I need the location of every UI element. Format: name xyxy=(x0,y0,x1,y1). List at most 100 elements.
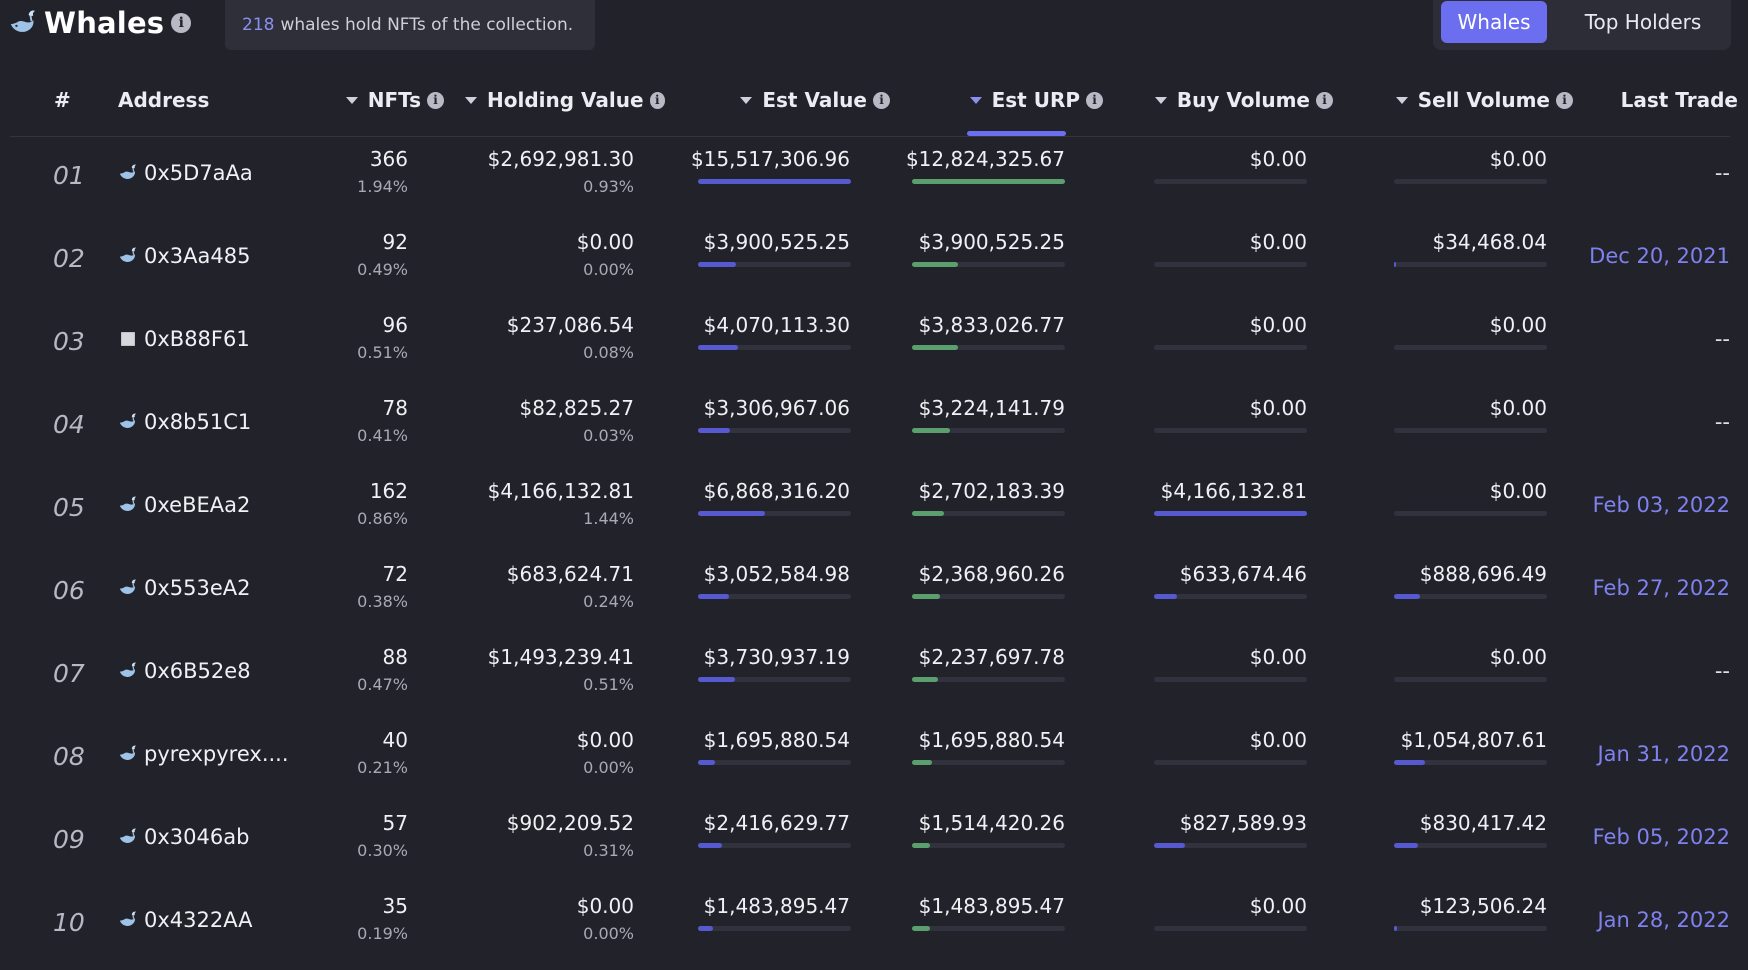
sell-volume-bar xyxy=(1394,677,1547,682)
row-rank: 01 xyxy=(53,161,85,190)
row-nfts: 96 0.51% xyxy=(280,313,408,362)
row-address[interactable]: 0x3046ab xyxy=(118,825,249,849)
row-sell-volume: $1,054,807.61 xyxy=(1400,728,1547,752)
table-row[interactable]: 02 0x3Aa485 92 0.49% $0.00 0.00% $3,900,… xyxy=(0,220,1748,303)
top-bar: Whales i 218 whales hold NFTs of the col… xyxy=(0,0,1748,50)
row-holding-value: $4,166,132.81 xyxy=(487,479,634,503)
column-est-value[interactable]: Est Value i xyxy=(730,74,890,126)
est-value-bar-fill xyxy=(698,262,737,267)
est-urp-bar-fill xyxy=(912,843,931,848)
sort-caret-icon xyxy=(345,96,358,104)
row-last-trade: -- xyxy=(1714,410,1730,434)
table-row[interactable]: 05 0xeBEAa2 162 0.86% $4,166,132.81 1.44… xyxy=(0,469,1748,552)
row-address[interactable]: 0xB88F61 xyxy=(118,327,250,351)
row-nfts-count: 57 xyxy=(382,811,408,835)
row-nfts-pct: 1.94% xyxy=(357,177,408,196)
info-icon[interactable]: i xyxy=(1316,91,1333,109)
sell-volume-bar xyxy=(1394,262,1547,267)
row-rank: 02 xyxy=(53,244,85,273)
title-info-icon[interactable]: i xyxy=(171,13,192,33)
table-row[interactable]: 08 pyrexpyrex.... 40 0.21% $0.00 0.00% $… xyxy=(0,718,1748,801)
est-urp-bar xyxy=(912,179,1065,184)
row-address[interactable]: 0x3Aa485 xyxy=(118,244,250,268)
row-address[interactable]: 0x553eA2 xyxy=(118,576,251,600)
est-value-bar-fill xyxy=(698,511,766,516)
table-row[interactable]: 03 0xB88F61 96 0.51% $237,086.54 0.08% $… xyxy=(0,303,1748,386)
page-title-group: Whales i xyxy=(8,2,192,44)
row-last-trade: Dec 20, 2021 xyxy=(1589,244,1730,268)
column-est-urp[interactable]: Est URP i xyxy=(958,74,1103,126)
buy-volume-bar xyxy=(1154,345,1307,350)
row-est-urp: $1,695,880.54 xyxy=(918,728,1065,752)
column-nfts[interactable]: NFTs i xyxy=(328,74,444,126)
row-address[interactable]: 0x5D7aAa xyxy=(118,161,253,185)
est-urp-bar xyxy=(912,345,1065,350)
table-row[interactable]: 07 0x6B52e8 88 0.47% $1,493,239.41 0.51%… xyxy=(0,635,1748,718)
column-buy-volume[interactable]: Buy Volume i xyxy=(1150,74,1333,126)
row-nfts: 40 0.21% xyxy=(280,728,408,777)
row-holding-value: $82,825.27 xyxy=(519,396,634,420)
whale-icon xyxy=(119,413,137,428)
sell-volume-bar xyxy=(1394,511,1547,516)
row-last-trade: Feb 27, 2022 xyxy=(1592,576,1730,600)
tab-top-holders[interactable]: Top Holders xyxy=(1584,10,1702,34)
row-nfts-pct: 0.49% xyxy=(357,260,408,279)
row-buy-volume: $0.00 xyxy=(1249,894,1307,918)
row-address-text: 0x8b51C1 xyxy=(144,410,252,434)
info-icon[interactable]: i xyxy=(427,91,444,109)
row-address[interactable]: 0x8b51C1 xyxy=(118,410,251,434)
row-buy-volume: $0.00 xyxy=(1249,645,1307,669)
table-row[interactable]: 01 0x5D7aAa 366 1.94% $2,692,981.30 0.93… xyxy=(0,137,1748,220)
row-holding: $4,166,132.81 1.44% xyxy=(440,479,634,528)
row-holding: $82,825.27 0.03% xyxy=(440,396,634,445)
tab-whales[interactable]: Whales xyxy=(1441,1,1547,43)
buy-volume-bar-fill xyxy=(1154,511,1307,516)
column-sell-volume[interactable]: Sell Volume i xyxy=(1390,74,1573,126)
row-nfts-pct: 0.51% xyxy=(357,343,408,362)
info-icon[interactable]: i xyxy=(873,91,890,109)
est-urp-bar-fill xyxy=(912,677,938,682)
row-holding-pct: 0.00% xyxy=(583,924,634,943)
row-nfts-count: 40 xyxy=(382,728,408,752)
row-sell-volume: $123,506.24 xyxy=(1419,894,1547,918)
table-row[interactable]: 09 0x3046ab 57 0.30% $902,209.52 0.31% $… xyxy=(0,801,1748,884)
row-address[interactable]: pyrexpyrex.... xyxy=(118,742,289,766)
info-icon[interactable]: i xyxy=(1556,91,1573,109)
row-address-text: 0xeBEAa2 xyxy=(144,493,251,517)
est-value-bar-fill xyxy=(698,926,714,931)
whale-icon xyxy=(119,579,137,594)
row-holding: $902,209.52 0.31% xyxy=(440,811,634,860)
est-value-bar xyxy=(698,179,851,184)
info-icon[interactable]: i xyxy=(649,91,665,109)
whale-icon xyxy=(119,496,137,511)
table-row[interactable]: 10 0x4322AA 35 0.19% $0.00 0.00% $1,483,… xyxy=(0,884,1748,967)
row-address-text: 0x3046ab xyxy=(144,825,250,849)
table-row[interactable]: 04 0x8b51C1 78 0.41% $82,825.27 0.03% $3… xyxy=(0,386,1748,469)
row-nfts-count: 88 xyxy=(382,645,408,669)
row-nfts-pct: 0.19% xyxy=(357,924,408,943)
row-address[interactable]: 0x6B52e8 xyxy=(118,659,251,683)
row-nfts: 366 1.94% xyxy=(280,147,408,196)
est-urp-bar-fill xyxy=(912,594,940,599)
sell-volume-bar xyxy=(1394,179,1547,184)
row-address-text: 0x5D7aAa xyxy=(144,161,253,185)
est-urp-bar-fill xyxy=(912,262,958,267)
row-holding: $0.00 0.00% xyxy=(440,894,634,943)
row-nfts-count: 35 xyxy=(382,894,408,918)
table-row[interactable]: 06 0x553eA2 72 0.38% $683,624.71 0.24% $… xyxy=(0,552,1748,635)
column-holding-value[interactable]: Holding Value i xyxy=(465,74,665,126)
row-buy-volume: $0.00 xyxy=(1249,396,1307,420)
row-last-trade: -- xyxy=(1714,327,1730,351)
row-holding-pct: 1.44% xyxy=(583,509,634,528)
row-address[interactable]: 0x4322AA xyxy=(118,908,253,932)
est-value-bar-fill xyxy=(698,843,723,848)
row-address[interactable]: 0xeBEAa2 xyxy=(118,493,250,517)
info-icon[interactable]: i xyxy=(1086,91,1103,109)
row-rank: 08 xyxy=(53,742,85,771)
row-holding: $237,086.54 0.08% xyxy=(440,313,634,362)
row-nfts-count: 78 xyxy=(382,396,408,420)
row-holding-value: $902,209.52 xyxy=(506,811,634,835)
row-holding-pct: 0.24% xyxy=(583,592,634,611)
row-holding-value: $0.00 xyxy=(576,728,634,752)
row-address-text: 0x553eA2 xyxy=(144,576,251,600)
